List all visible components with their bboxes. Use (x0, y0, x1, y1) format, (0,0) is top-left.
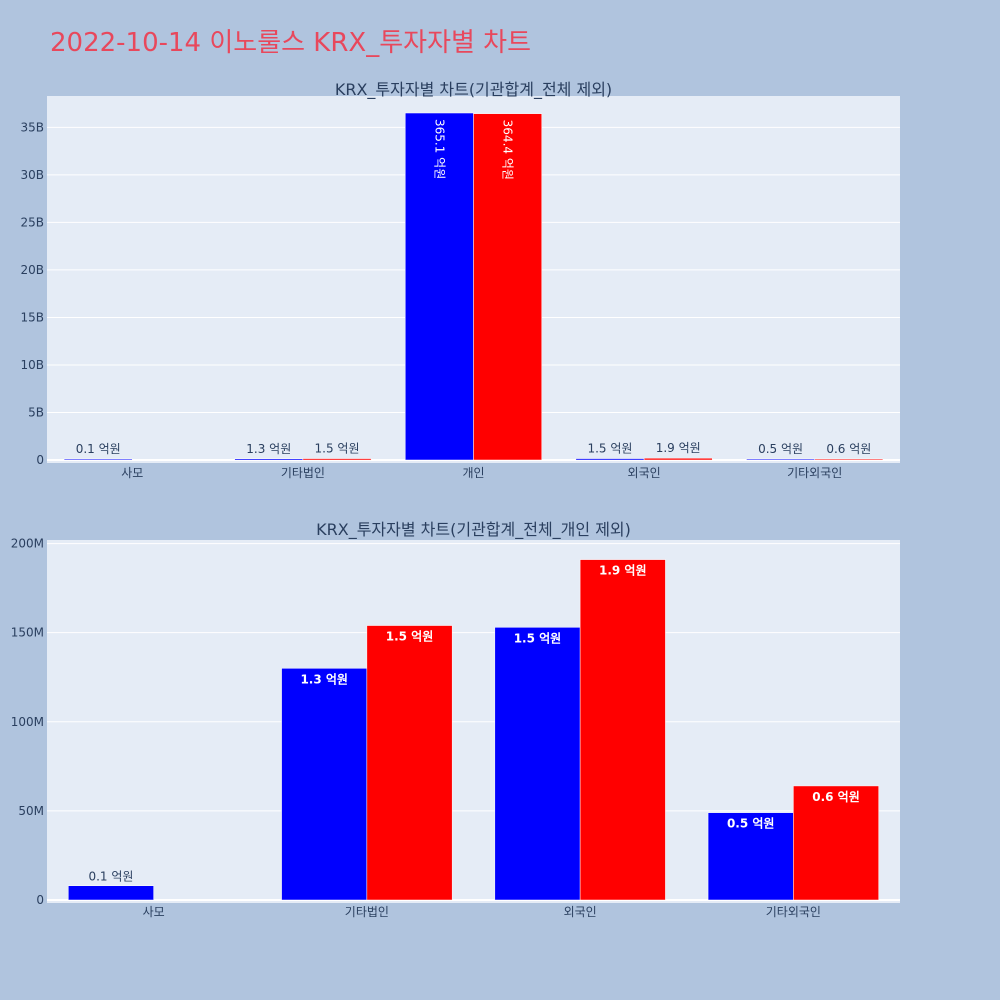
y-tick-label: 200M (11, 537, 44, 551)
bar-sell (579, 559, 666, 901)
chart-title: KRX_투자자별 차트(기관합계_전체 제외) (335, 80, 612, 100)
x-tick-label: 외국인 (628, 466, 661, 480)
bar-value-label: 1.9 억원 (656, 441, 701, 455)
bar-sell (366, 625, 453, 901)
x-tick-label: 기타외국인 (766, 905, 821, 919)
bar-buy (281, 668, 368, 901)
x-tick-label: 기타법인 (345, 905, 389, 919)
y-tick-label: 30B (20, 168, 44, 182)
page-title: 2022-10-14 이노룰스 KRX_투자자별 차트 (50, 28, 532, 58)
y-tick-label: 100M (11, 715, 44, 729)
y-tick-label: 35B (20, 120, 44, 134)
bar-value-label: 0.5 억원 (727, 817, 775, 831)
bar-value-label: 1.3 억원 (246, 442, 291, 456)
bar-sell (643, 457, 713, 461)
bar-value-label: 365.1 억원 (432, 119, 446, 179)
y-tick-label: 15B (20, 310, 44, 324)
bar-value-label: 0.5 억원 (758, 442, 803, 456)
y-tick-label: 50M (18, 804, 44, 818)
y-tick-label: 5B (28, 405, 44, 419)
bar-buy (494, 627, 581, 901)
bar-sell (814, 458, 884, 461)
bar-value-label: 1.5 억원 (514, 631, 562, 645)
bar-value-label: 0.6 억원 (812, 790, 860, 804)
bar-value-label: 1.3 억원 (300, 672, 348, 686)
bar-value-label: 1.9 억원 (599, 564, 647, 578)
bar-buy (707, 812, 794, 901)
chart-title: KRX_투자자별 차트(기관합계_전체_개인 제외) (316, 520, 631, 540)
bar-buy (63, 458, 133, 461)
x-tick-label: 개인 (462, 466, 484, 480)
y-tick-label: 0 (36, 893, 44, 907)
x-tick-label: 외국인 (564, 905, 597, 919)
bar-value-label: 1.5 억원 (587, 442, 632, 456)
x-tick-label: 사모 (143, 905, 165, 919)
y-tick-label: 20B (20, 263, 44, 277)
bar-value-label: 1.5 억원 (315, 442, 360, 456)
bar-sell (302, 458, 372, 461)
x-tick-label: 기타외국인 (787, 466, 842, 480)
bar-value-label: 0.1 억원 (88, 870, 133, 884)
bar-value-label: 0.1 억원 (76, 442, 121, 456)
bar-buy (68, 885, 154, 901)
x-tick-label: 기타법인 (281, 466, 325, 480)
y-tick-label: 25B (20, 215, 44, 229)
bar-value-label: 364.4 억원 (501, 120, 515, 180)
bar-sell (473, 113, 542, 461)
y-tick-label: 150M (11, 626, 44, 640)
bar-value-label: 1.5 억원 (386, 630, 434, 644)
bar-buy (405, 112, 474, 461)
x-tick-label: 사모 (121, 466, 143, 480)
y-tick-label: 10B (20, 358, 44, 372)
y-tick-label: 0 (36, 453, 44, 467)
bar-value-label: 0.6 억원 (826, 442, 871, 456)
bar-sell (793, 785, 879, 901)
